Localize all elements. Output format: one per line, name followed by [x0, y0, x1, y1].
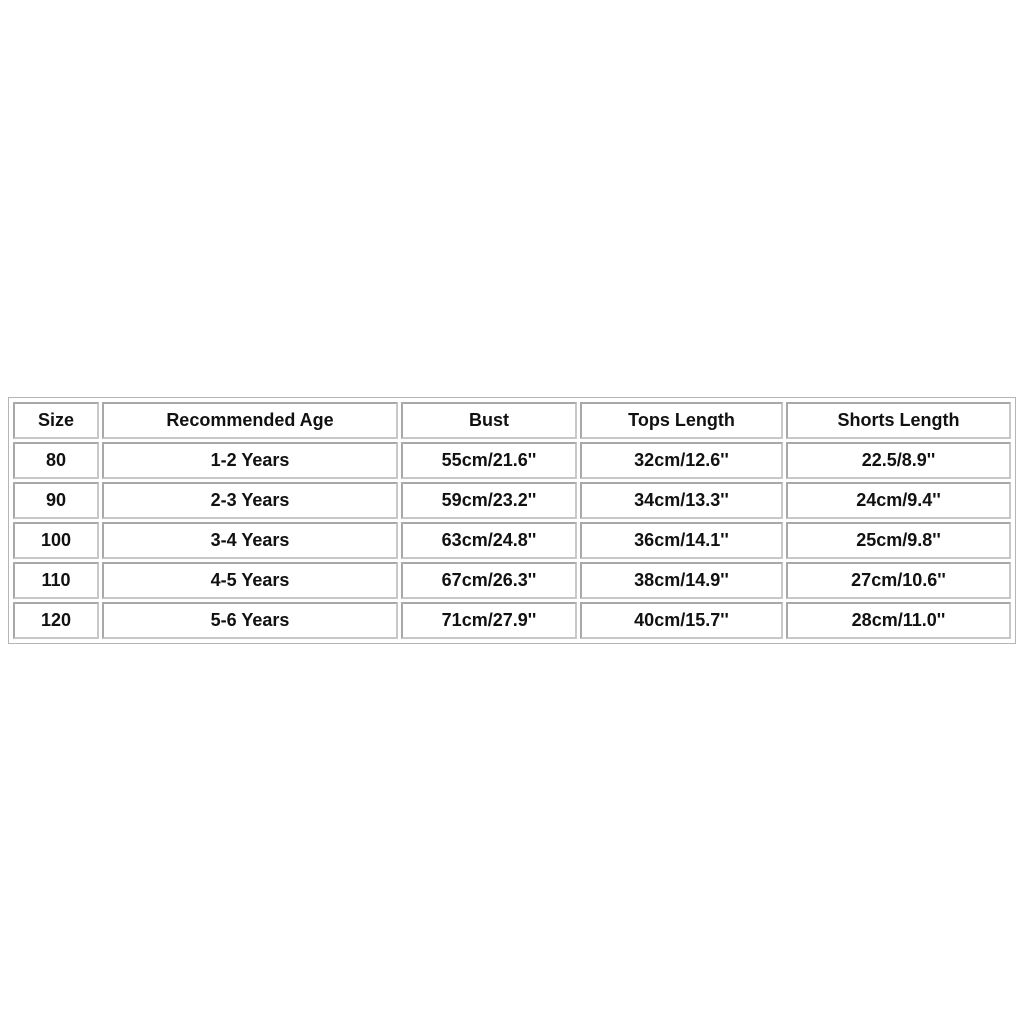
header-row: Size Recommended Age Bust Tops Length Sh… — [13, 402, 1011, 439]
cell-bust: 71cm/27.9'' — [401, 602, 577, 639]
cell-tops-length: 34cm/13.3'' — [580, 482, 783, 519]
header-shorts-length: Shorts Length — [786, 402, 1011, 439]
table-row: 100 3-4 Years 63cm/24.8'' 36cm/14.1'' 25cm/9… — [13, 522, 1011, 559]
cell-recommended-age: 3-4 Years — [102, 522, 398, 559]
size-table: Size Recommended Age Bust Tops Length Sh… — [10, 399, 1014, 642]
cell-bust: 55cm/21.6'' — [401, 442, 577, 479]
header-tops-length: Tops Length — [580, 402, 783, 439]
cell-shorts-length: 24cm/9.4'' — [786, 482, 1011, 519]
cell-tops-length: 32cm/12.6'' — [580, 442, 783, 479]
cell-recommended-age: 4-5 Years — [102, 562, 398, 599]
cell-recommended-age: 1-2 Years — [102, 442, 398, 479]
header-size: Size — [13, 402, 99, 439]
cell-bust: 63cm/24.8'' — [401, 522, 577, 559]
cell-size: 120 — [13, 602, 99, 639]
cell-recommended-age: 5-6 Years — [102, 602, 398, 639]
cell-tops-length: 38cm/14.9'' — [580, 562, 783, 599]
table-row: 90 2-3 Years 59cm/23.2'' 34cm/13.3'' 24cm/9.… — [13, 482, 1011, 519]
table-row: 80 1-2 Years 55cm/21.6'' 32cm/12.6'' 22.5/8.… — [13, 442, 1011, 479]
cell-recommended-age: 2-3 Years — [102, 482, 398, 519]
cell-size: 80 — [13, 442, 99, 479]
header-recommended-age: Recommended Age — [102, 402, 398, 439]
cell-size: 110 — [13, 562, 99, 599]
cell-shorts-length: 27cm/10.6'' — [786, 562, 1011, 599]
table-row: 120 5-6 Years 71cm/27.9'' 40cm/15.7'' 28cm/1… — [13, 602, 1011, 639]
cell-bust: 67cm/26.3'' — [401, 562, 577, 599]
cell-size: 90 — [13, 482, 99, 519]
cell-shorts-length: 22.5/8.9'' — [786, 442, 1011, 479]
cell-bust: 59cm/23.2'' — [401, 482, 577, 519]
size-chart: Size Recommended Age Bust Tops Length Sh… — [8, 397, 1016, 644]
header-bust: Bust — [401, 402, 577, 439]
cell-size: 100 — [13, 522, 99, 559]
cell-tops-length: 36cm/14.1'' — [580, 522, 783, 559]
table-row: 110 4-5 Years 67cm/26.3'' 38cm/14.9'' 27cm/1… — [13, 562, 1011, 599]
cell-tops-length: 40cm/15.7'' — [580, 602, 783, 639]
cell-shorts-length: 25cm/9.8'' — [786, 522, 1011, 559]
cell-shorts-length: 28cm/11.0'' — [786, 602, 1011, 639]
